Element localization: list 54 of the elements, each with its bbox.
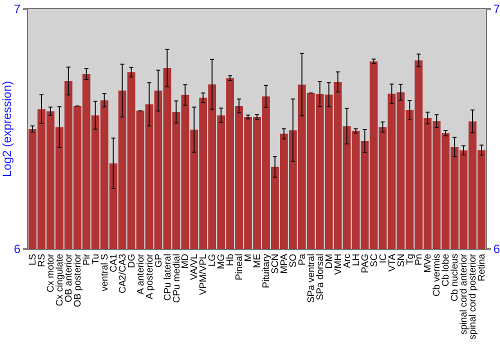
x-tick-label: MVe xyxy=(422,254,434,273)
x-tick-label: Arc xyxy=(342,254,353,268)
x-tick-label: SCN xyxy=(270,254,282,274)
x-tick-label: CA1 xyxy=(108,254,120,272)
x-tick-label: Cb vermis xyxy=(432,254,443,297)
x-tick-label: PAG xyxy=(360,254,371,274)
x-tick-label: Pineal xyxy=(234,254,246,280)
x-tick-label: VA/VL xyxy=(189,254,200,280)
x-tick-label: Tg xyxy=(404,254,416,265)
x-tick-label: DM xyxy=(324,254,335,269)
x-tick-label: Retina xyxy=(476,253,488,282)
y2-tick-label: 7 xyxy=(493,2,500,16)
x-tick-label: Cb nucleus xyxy=(450,254,461,302)
x-tick-label: Tu xyxy=(90,254,102,265)
x-tick-label: Pituitary xyxy=(261,254,272,288)
x-tick-label: SC xyxy=(368,254,380,268)
x-tick-label: SPa dorsal xyxy=(314,254,326,300)
x-tick-label: M xyxy=(243,254,254,262)
x-tick-label: VMH xyxy=(332,254,344,275)
y-axis-title: Log2 (expression) xyxy=(0,80,14,178)
x-tick-label: CPu medial xyxy=(171,254,182,303)
x-tick-label: spinal cord posterior xyxy=(468,254,479,340)
x-tick-label: Pn xyxy=(414,254,425,266)
x-tick-label: LH xyxy=(350,254,362,266)
x-tick-label: A posterior xyxy=(144,254,156,300)
x-tick-label: spinal cord anterior xyxy=(458,254,470,335)
x-tick-label: GP xyxy=(153,254,164,268)
x-tick-label: MD xyxy=(180,254,192,269)
x-tick-label: Cx motor xyxy=(46,254,57,292)
x-tick-label: Cb lobe xyxy=(440,254,452,287)
x-tick-label: LS xyxy=(28,254,39,266)
x-tick-label: LG xyxy=(207,254,218,266)
x-tick-label: SPa ventral xyxy=(306,254,317,303)
x-tick-label: ventral S xyxy=(99,254,110,292)
x-tick-label: MG xyxy=(216,254,228,270)
x-tick-label: Pa xyxy=(296,253,308,266)
x-tick-label: ME xyxy=(252,254,264,268)
x-tick-label: SN xyxy=(396,254,407,268)
x-tick-label: CA2/CA3 xyxy=(117,254,128,294)
x-tick-label: Hb xyxy=(225,254,236,266)
x-tick-label: Pir xyxy=(81,254,92,266)
x-tick-label: VTA xyxy=(386,253,398,272)
x-tick-label: VPM/VPL xyxy=(198,254,210,295)
x-tick-label: DG xyxy=(126,254,138,268)
x-tick-label: IC xyxy=(378,254,389,264)
x-tick-label: CPu lateral xyxy=(162,254,174,301)
x-tick-label: OB posterior xyxy=(72,254,84,308)
x-tick-label: OB anterior xyxy=(63,254,74,302)
x-tick-label: SO xyxy=(288,254,300,268)
x-tick-label: RS xyxy=(36,254,48,268)
x-tick-label: Cx cingulate xyxy=(54,254,66,306)
x-tick-label: A anterior xyxy=(135,254,146,294)
y2-tick-label: 6 xyxy=(493,242,500,256)
x-tick-label: MPA xyxy=(279,253,290,274)
